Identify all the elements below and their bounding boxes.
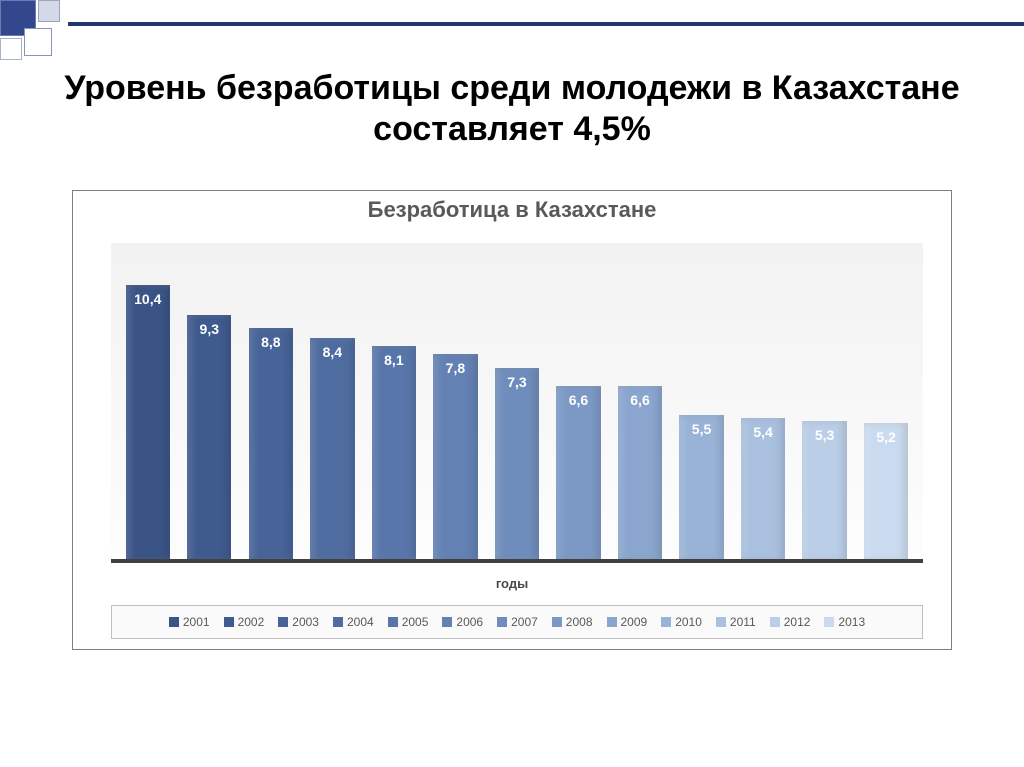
- legend-item: 2006: [442, 615, 483, 629]
- x-axis-line: [111, 559, 923, 561]
- legend-swatch: [661, 617, 671, 627]
- bar: 6,6: [556, 386, 600, 561]
- bar-slot: 8,1: [363, 243, 425, 561]
- deco-square: [24, 28, 52, 56]
- legend-swatch: [442, 617, 452, 627]
- legend-item: 2010: [661, 615, 702, 629]
- legend-label: 2006: [456, 615, 483, 629]
- legend-swatch: [716, 617, 726, 627]
- legend-swatch: [224, 617, 234, 627]
- deco-square: [38, 0, 60, 22]
- bar: 5,4: [741, 418, 785, 561]
- legend-item: 2008: [552, 615, 593, 629]
- bar: 5,3: [802, 421, 846, 561]
- header-rule: [68, 22, 1024, 26]
- legend-item: 2009: [607, 615, 648, 629]
- slide: Уровень безработицы среди молодежи в Каз…: [0, 0, 1024, 767]
- bar-value-label: 8,4: [310, 344, 354, 360]
- legend-label: 2001: [183, 615, 210, 629]
- bar-slot: 5,3: [794, 243, 856, 561]
- legend-item: 2011: [716, 615, 756, 629]
- legend-item: 2002: [224, 615, 265, 629]
- bar-slot: 10,4: [117, 243, 179, 561]
- legend-item: 2005: [388, 615, 429, 629]
- chart-frame: Безработица в Казахстане 10,4 9,3 8,8 8,4 8,…: [72, 190, 952, 650]
- legend-label: 2002: [238, 615, 265, 629]
- bar-value-label: 5,3: [802, 427, 846, 443]
- legend-item: 2012: [770, 615, 811, 629]
- legend-swatch: [333, 617, 343, 627]
- legend-label: 2009: [621, 615, 648, 629]
- bar-value-label: 7,3: [495, 374, 539, 390]
- bar-slot: 7,8: [425, 243, 487, 561]
- corner-decoration: [0, 0, 100, 60]
- legend-label: 2013: [838, 615, 865, 629]
- bar-slot: 8,8: [240, 243, 302, 561]
- bar-value-label: 6,6: [556, 392, 600, 408]
- bar-value-label: 8,1: [372, 352, 416, 368]
- legend-swatch: [824, 617, 834, 627]
- legend-label: 2010: [675, 615, 702, 629]
- bar-slot: 9,3: [179, 243, 241, 561]
- bar-value-label: 5,5: [679, 421, 723, 437]
- bar-value-label: 5,4: [741, 424, 785, 440]
- plot-area: 10,4 9,3 8,8 8,4 8,1 7,8 7,3 6,6 6,6 5,5 5,4 5,3 5,2: [111, 243, 923, 563]
- legend-swatch: [169, 617, 179, 627]
- bar-slot: 5,4: [732, 243, 794, 561]
- bar-slot: 8,4: [302, 243, 364, 561]
- deco-square: [0, 38, 22, 60]
- legend-swatch: [552, 617, 562, 627]
- bar: 8,8: [249, 328, 293, 561]
- bar-value-label: 5,2: [864, 429, 908, 445]
- bar: 5,2: [864, 423, 908, 561]
- bar-value-label: 8,8: [249, 334, 293, 350]
- legend-label: 2004: [347, 615, 374, 629]
- legend-item: 2007: [497, 615, 538, 629]
- bar: 10,4: [126, 285, 170, 561]
- legend-swatch: [388, 617, 398, 627]
- legend-label: 2008: [566, 615, 593, 629]
- bar: 7,3: [495, 368, 539, 561]
- bar: 8,4: [310, 338, 354, 561]
- legend-swatch: [278, 617, 288, 627]
- bar-slot: 5,2: [855, 243, 917, 561]
- legend-swatch: [607, 617, 617, 627]
- x-axis-title: годы: [73, 576, 951, 591]
- bar-group: 10,4 9,3 8,8 8,4 8,1 7,8 7,3 6,6 6,6 5,5 5,4 5,3 5,2: [111, 243, 923, 561]
- bar-slot: 6,6: [548, 243, 610, 561]
- legend: 2001 2002 2003 2004 2005 2006 2007 2008 2009 2010…: [111, 605, 923, 639]
- bar-value-label: 7,8: [433, 360, 477, 376]
- legend-label: 2003: [292, 615, 319, 629]
- bar-slot: 6,6: [609, 243, 671, 561]
- bar-value-label: 10,4: [126, 291, 170, 307]
- bar: 7,8: [433, 354, 477, 561]
- legend-label: 2011: [730, 615, 756, 629]
- legend-label: 2007: [511, 615, 538, 629]
- bar: 6,6: [618, 386, 662, 561]
- legend-item: 2013: [824, 615, 865, 629]
- bar-value-label: 6,6: [618, 392, 662, 408]
- legend-label: 2012: [784, 615, 811, 629]
- legend-item: 2001: [169, 615, 210, 629]
- legend-item: 2003: [278, 615, 319, 629]
- bar: 8,1: [372, 346, 416, 561]
- bar-value-label: 9,3: [187, 321, 231, 337]
- legend-item: 2004: [333, 615, 374, 629]
- slide-title: Уровень безработицы среди молодежи в Каз…: [0, 68, 1024, 150]
- chart-title: Безработица в Казахстане: [73, 197, 951, 223]
- legend-swatch: [497, 617, 507, 627]
- bar-slot: 5,5: [671, 243, 733, 561]
- bar: 5,5: [679, 415, 723, 561]
- legend-label: 2005: [402, 615, 429, 629]
- bar: 9,3: [187, 315, 231, 561]
- legend-swatch: [770, 617, 780, 627]
- bar-slot: 7,3: [486, 243, 548, 561]
